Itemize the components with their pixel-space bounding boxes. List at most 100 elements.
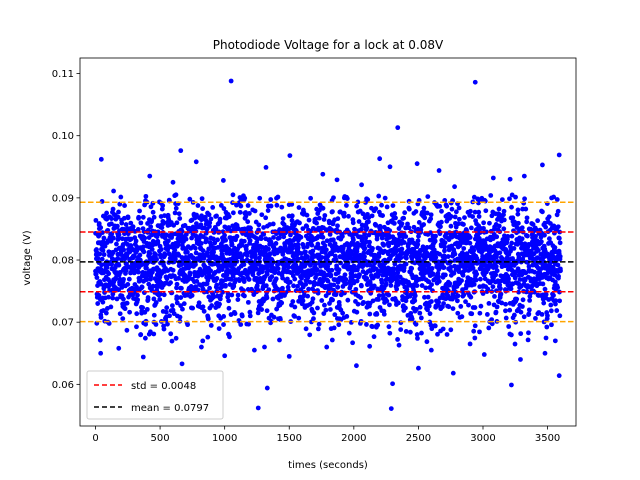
- data-point: [280, 285, 285, 291]
- data-point: [476, 214, 482, 219]
- data-point: [418, 315, 424, 321]
- data-point: [98, 315, 104, 320]
- data-point-outlier: [452, 184, 457, 190]
- data-point: [207, 220, 213, 226]
- data-point: [218, 293, 223, 299]
- data-point: [415, 238, 421, 244]
- x-tick-label: 0: [92, 433, 98, 444]
- data-point: [184, 249, 190, 255]
- data-point: [280, 251, 286, 257]
- data-point: [504, 255, 510, 261]
- data-point: [110, 295, 116, 301]
- data-point: [458, 304, 464, 309]
- data-point: [414, 307, 419, 312]
- data-point: [502, 263, 508, 269]
- data-point: [199, 215, 205, 221]
- data-point: [481, 225, 486, 231]
- data-point: [151, 296, 157, 302]
- data-point: [487, 244, 493, 250]
- data-point: [350, 220, 356, 226]
- data-point-outlier: [140, 354, 146, 360]
- data-point: [344, 314, 350, 319]
- data-point: [227, 282, 233, 287]
- data-point: [161, 292, 167, 298]
- data-point: [554, 308, 560, 313]
- data-point: [404, 287, 410, 292]
- data-point: [198, 241, 204, 246]
- data-point: [281, 234, 287, 240]
- data-point: [315, 326, 321, 332]
- x-tick-label: 2500: [406, 433, 431, 444]
- data-point: [288, 242, 294, 247]
- data-point: [485, 286, 491, 292]
- data-point: [493, 272, 499, 278]
- data-point: [398, 327, 404, 332]
- data-point: [371, 334, 377, 340]
- data-point: [93, 217, 99, 223]
- data-point: [401, 215, 407, 221]
- data-point: [352, 226, 357, 232]
- data-point: [442, 244, 448, 250]
- data-point: [217, 216, 223, 222]
- data-point: [462, 215, 467, 221]
- data-point: [190, 305, 196, 311]
- data-point: [544, 324, 550, 330]
- data-point: [354, 245, 360, 251]
- data-point: [498, 291, 504, 297]
- data-point: [246, 211, 252, 216]
- data-point: [448, 223, 454, 229]
- data-point: [247, 309, 253, 315]
- data-point: [323, 247, 329, 253]
- data-point: [181, 301, 187, 307]
- data-point: [543, 224, 549, 230]
- data-point: [267, 251, 273, 257]
- data-point: [441, 301, 446, 306]
- data-point: [173, 192, 179, 198]
- data-point: [263, 283, 269, 289]
- data-point: [557, 254, 563, 259]
- data-point: [543, 292, 549, 297]
- data-point: [167, 313, 172, 319]
- data-point: [546, 214, 552, 220]
- data-point: [461, 222, 466, 227]
- data-point: [526, 264, 532, 269]
- data-point: [195, 203, 201, 208]
- data-point: [135, 227, 141, 232]
- data-point: [255, 310, 261, 316]
- data-point: [523, 270, 529, 276]
- data-point: [146, 281, 152, 287]
- data-point: [514, 296, 520, 302]
- data-point: [226, 214, 232, 220]
- data-point: [281, 222, 287, 228]
- data-point: [214, 213, 219, 219]
- data-point: [229, 242, 235, 248]
- data-point: [395, 270, 401, 276]
- data-point-outlier: [147, 173, 153, 179]
- data-point: [350, 237, 356, 243]
- data-point: [123, 222, 129, 227]
- data-point-outlier: [286, 353, 292, 359]
- data-point: [348, 283, 353, 289]
- y-tick-label: 0.10: [52, 131, 74, 142]
- data-point: [499, 197, 505, 203]
- data-point: [455, 221, 461, 227]
- data-point: [199, 196, 205, 202]
- data-point: [279, 204, 285, 210]
- x-axis-label: times (seconds): [288, 460, 368, 471]
- data-point: [206, 212, 212, 218]
- data-point: [271, 314, 277, 320]
- data-point: [418, 227, 424, 233]
- data-point: [542, 286, 548, 292]
- data-point: [433, 233, 438, 239]
- data-point: [174, 220, 180, 226]
- data-point: [487, 220, 492, 226]
- data-point: [509, 332, 514, 338]
- data-point: [165, 321, 170, 327]
- data-point: [275, 194, 281, 200]
- data-point: [413, 209, 419, 214]
- data-point: [149, 232, 154, 238]
- data-point: [292, 304, 298, 310]
- data-point: [379, 280, 385, 285]
- x-tick-label: 3500: [535, 433, 560, 444]
- data-point: [205, 316, 211, 322]
